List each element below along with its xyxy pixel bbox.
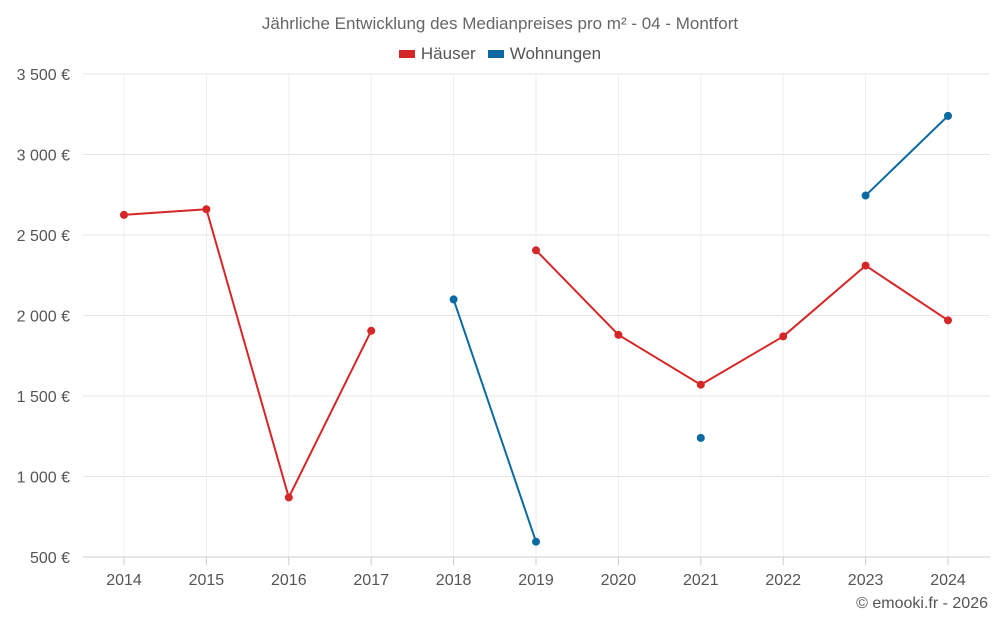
series-line-haeuser [865,264,949,322]
y-tick-label: 2 000 € [17,309,70,326]
data-point-haeuser [532,246,540,255]
data-point-haeuser [202,205,211,214]
series-line-haeuser [123,208,207,216]
x-tick-label: 2024 [930,572,966,589]
series-line-haeuser [700,335,784,386]
data-point-haeuser [367,326,376,335]
x-tick-label: 2018 [436,572,472,589]
x-tick-label: 2023 [848,572,884,589]
x-tick-label: 2017 [353,572,389,589]
data-point-haeuser [779,332,788,341]
data-point-wohnungen [944,111,952,120]
legend-swatch-haeuser [398,50,415,58]
legend-label-wohnungen: Wohnungen [509,44,602,63]
series-line-wohnungen [864,115,949,197]
series-line-haeuser [205,208,290,498]
data-point-haeuser [944,316,952,325]
data-point-haeuser [696,380,705,389]
y-tick-label: 500 € [30,550,70,567]
y-tick-label: 2 500 € [17,228,70,245]
y-tick-label: 1 500 € [17,389,70,406]
legend-swatch-wohnungen [487,50,504,58]
data-point-wohnungen [532,537,540,546]
copyright-credit: © emooki.fr - 2026 [856,595,988,612]
series-line-haeuser [535,249,620,336]
data-point-wohnungen [696,433,705,442]
chart-title: Jährliche Entwicklung des Medianpreises … [261,14,739,33]
x-tick-label: 2020 [601,572,637,589]
legend-label-haeuser: Häuser [420,44,476,63]
legend-item-wohnungen[interactable]: Wohnungen [487,44,602,64]
data-point-haeuser [120,210,128,219]
y-tick-label: 3 000 € [17,148,70,165]
x-tick-label: 2014 [106,572,142,589]
data-point-wohnungen [861,191,870,200]
y-tick-label: 3 500 € [17,67,70,84]
series-line-haeuser [617,333,702,386]
x-tick-label: 2016 [271,572,307,589]
data-point-wohnungen [449,295,458,304]
x-tick-label: 2021 [683,572,719,589]
x-tick-label: 2019 [518,572,554,589]
chart-legend: Häuser Wohnungen [0,44,1000,64]
series-line-wohnungen [452,299,537,543]
data-point-haeuser [614,330,623,339]
series-line-haeuser [782,264,867,338]
data-point-haeuser [861,261,870,270]
legend-item-haeuser[interactable]: Häuser [398,44,476,64]
data-point-haeuser [284,493,293,502]
series-line-haeuser [287,330,373,498]
y-tick-label: 1 000 € [17,470,70,487]
x-tick-label: 2022 [765,572,801,589]
x-tick-label: 2015 [189,572,225,589]
